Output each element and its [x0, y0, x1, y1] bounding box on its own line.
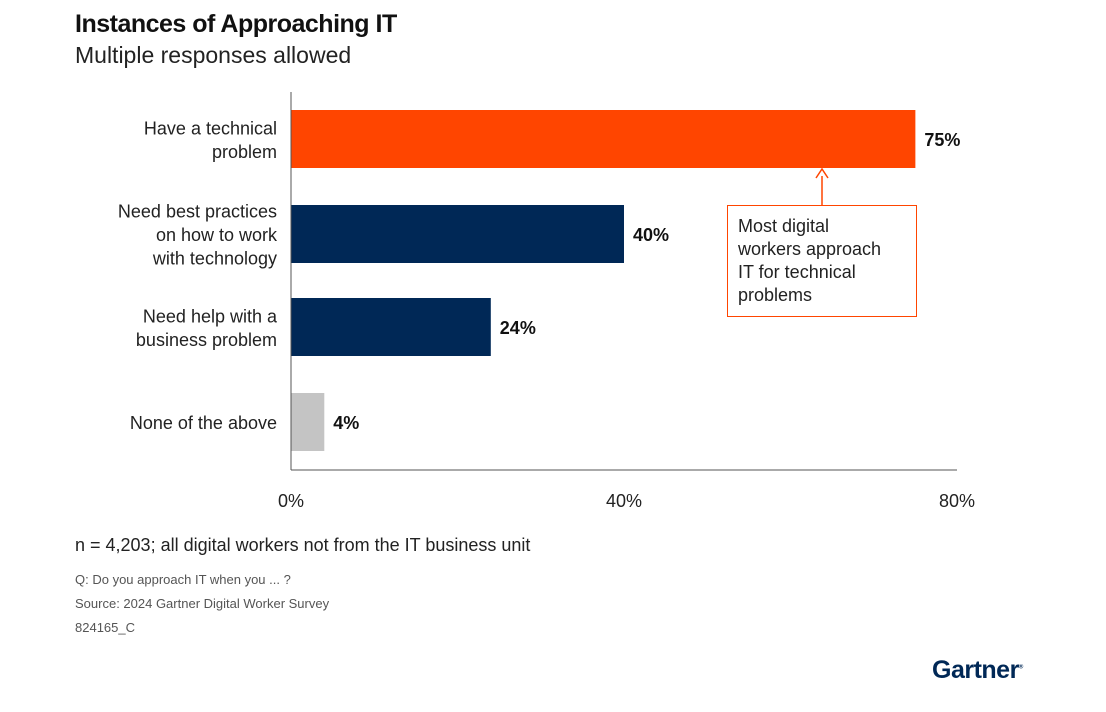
gartner-logo: Gartner®: [932, 656, 1023, 684]
chart-subtitle: Multiple responses allowed: [75, 42, 352, 68]
source-note: Source: 2024 Gartner Digital Worker Surv…: [75, 596, 330, 611]
category-label: problem: [212, 142, 277, 162]
category-label: Have a technical: [144, 118, 277, 138]
category-label: business problem: [136, 330, 277, 350]
data-label: 40%: [633, 225, 669, 245]
chart-title: Instances of Approaching IT: [75, 10, 397, 38]
x-tick-label: 80%: [939, 491, 975, 511]
annotation-line: workers approach: [738, 239, 882, 259]
category-label: on how to work: [156, 225, 278, 245]
data-label: 75%: [924, 130, 960, 150]
annotation-line: Most digital: [738, 216, 830, 236]
logo-text: Gartner: [932, 656, 1019, 684]
category-label: Need help with a: [143, 306, 278, 326]
data-label: 24%: [500, 318, 536, 338]
annotation-line: problems: [738, 285, 813, 305]
x-tick-label: 40%: [606, 491, 642, 511]
figure-id: 824165_C: [75, 620, 135, 635]
annotation-box: Most digital workers approach IT for tec…: [727, 205, 917, 317]
category-label: None of the above: [130, 413, 277, 433]
bar: [291, 205, 624, 263]
sample-note: n = 4,203; all digital workers not from …: [75, 535, 531, 555]
annotation-arrowhead-icon: [815, 167, 829, 179]
x-tick-label: 0%: [278, 491, 304, 511]
bar: [291, 110, 916, 168]
category-label: with technology: [152, 249, 277, 269]
bar: [291, 393, 325, 451]
annotation-line: IT for technical: [738, 262, 856, 282]
data-label: 4%: [333, 413, 359, 433]
bar: [291, 298, 491, 356]
question-note: Q: Do you approach IT when you ... ?: [75, 572, 291, 587]
category-label: Need best practices: [118, 202, 277, 222]
